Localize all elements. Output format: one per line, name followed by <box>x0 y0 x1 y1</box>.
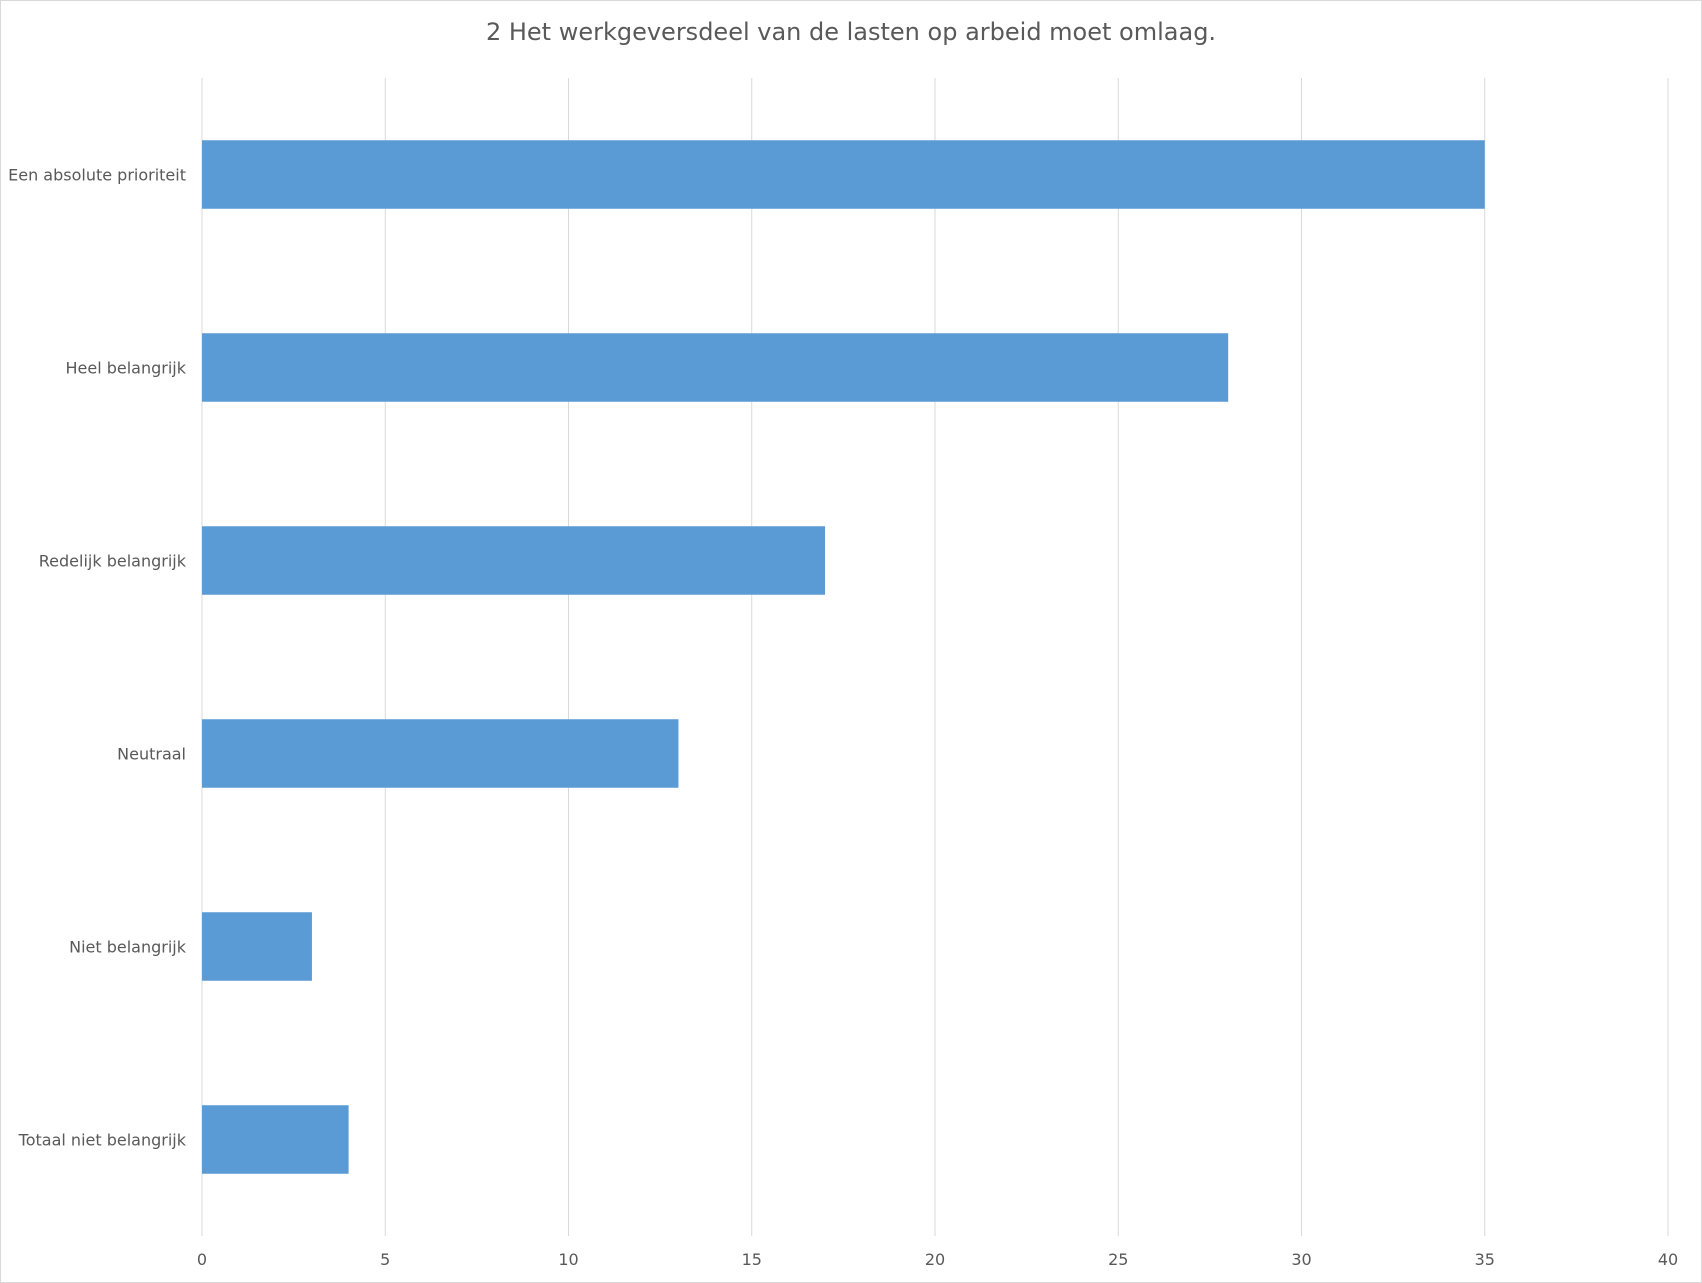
category-label: Heel belangrijk <box>65 359 186 378</box>
x-tick-label: 15 <box>742 1250 762 1269</box>
gridlines <box>201 78 1669 1236</box>
category-label: Een absolute prioriteit <box>8 166 186 185</box>
category-label: Niet belangrijk <box>69 938 187 957</box>
bar <box>202 526 826 595</box>
x-tick-label: 20 <box>925 1250 945 1269</box>
bar <box>202 333 1229 402</box>
x-tick-labels: 0 5 10 15 20 25 30 35 40 <box>197 1250 1678 1269</box>
x-tick-label: 10 <box>558 1250 578 1269</box>
category-label: Neutraal <box>117 745 186 764</box>
bar <box>202 1105 349 1174</box>
category-label: Redelijk belangrijk <box>39 552 187 571</box>
x-tick-label: 35 <box>1475 1250 1495 1269</box>
x-tick-label: 5 <box>380 1250 390 1269</box>
bars <box>202 140 1485 1174</box>
x-tick-label: 30 <box>1291 1250 1311 1269</box>
category-labels: Een absolute prioriteit Heel belangrijk Re… <box>8 166 187 1150</box>
x-tick-label: 40 <box>1658 1250 1678 1269</box>
chart-title: 2 Het werkgeversdeel van de lasten op ar… <box>485 18 1217 46</box>
bar <box>202 719 679 788</box>
bar <box>202 912 312 981</box>
x-tick-label: 0 <box>197 1250 207 1269</box>
category-label: Totaal niet belangrijk <box>18 1131 187 1150</box>
x-tick-label: 25 <box>1108 1250 1128 1269</box>
bar <box>202 140 1485 209</box>
